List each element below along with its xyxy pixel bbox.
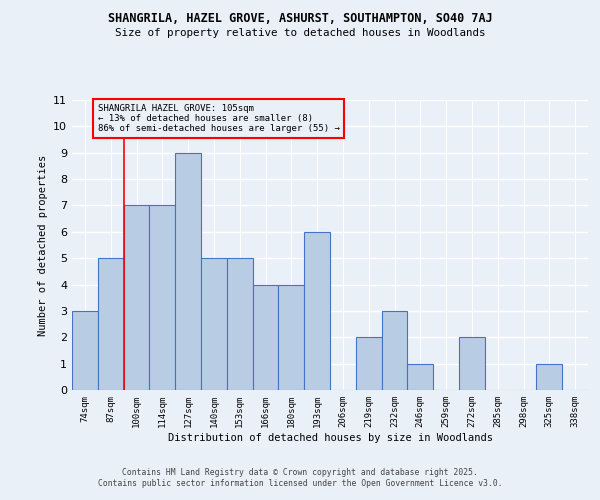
Bar: [536, 364, 562, 390]
Text: Contains HM Land Registry data © Crown copyright and database right 2025.
Contai: Contains HM Land Registry data © Crown c…: [98, 468, 502, 487]
Text: SHANGRILA HAZEL GROVE: 105sqm
← 13% of detached houses are smaller (8)
86% of se: SHANGRILA HAZEL GROVE: 105sqm ← 13% of d…: [98, 104, 340, 134]
Bar: [253, 284, 278, 390]
Bar: [227, 258, 253, 390]
Bar: [304, 232, 330, 390]
Bar: [72, 311, 98, 390]
Bar: [382, 311, 407, 390]
Bar: [407, 364, 433, 390]
Text: SHANGRILA, HAZEL GROVE, ASHURST, SOUTHAMPTON, SO40 7AJ: SHANGRILA, HAZEL GROVE, ASHURST, SOUTHAM…: [107, 12, 493, 26]
Bar: [124, 206, 149, 390]
Bar: [356, 338, 382, 390]
Bar: [201, 258, 227, 390]
Bar: [98, 258, 124, 390]
Bar: [459, 338, 485, 390]
Bar: [278, 284, 304, 390]
Text: Size of property relative to detached houses in Woodlands: Size of property relative to detached ho…: [115, 28, 485, 38]
Bar: [175, 152, 201, 390]
Y-axis label: Number of detached properties: Number of detached properties: [38, 154, 47, 336]
X-axis label: Distribution of detached houses by size in Woodlands: Distribution of detached houses by size …: [167, 432, 493, 442]
Bar: [149, 206, 175, 390]
